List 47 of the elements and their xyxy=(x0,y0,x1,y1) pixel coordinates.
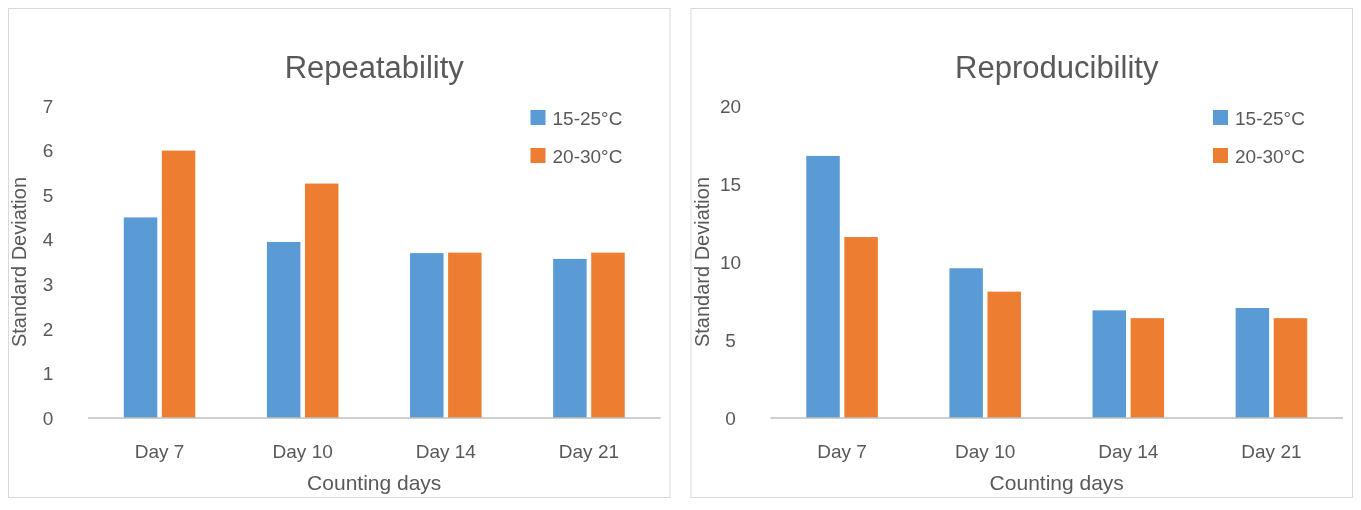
bar xyxy=(1092,310,1127,418)
y-tick-label: 5 xyxy=(42,184,54,206)
y-tick-label: 3 xyxy=(42,273,54,295)
bar xyxy=(123,217,158,418)
bar xyxy=(410,253,444,418)
x-axis-title: Counting days xyxy=(307,471,442,494)
y-tick-label: 15 xyxy=(719,173,742,195)
bar xyxy=(161,150,196,418)
y-tick-label: 6 xyxy=(42,140,54,162)
x-axis-title: Counting days xyxy=(989,471,1124,494)
bar xyxy=(266,241,301,418)
y-tick-label: 5 xyxy=(725,329,736,351)
y-tick-label: 10 xyxy=(719,251,742,273)
bar xyxy=(553,258,587,418)
x-tick-label: Day 21 xyxy=(558,441,620,462)
bar xyxy=(1235,308,1270,418)
bar xyxy=(1130,318,1165,418)
bar xyxy=(949,268,983,418)
y-tick-label: 0 xyxy=(42,407,54,429)
x-tick-label: Day 10 xyxy=(955,441,1016,462)
legend-label: 15-25°C xyxy=(1235,107,1305,129)
x-tick-label: Day 10 xyxy=(272,441,333,462)
bar xyxy=(1273,318,1308,418)
x-tick-label: Day 14 xyxy=(1098,441,1159,462)
y-tick-label: 2 xyxy=(42,318,54,340)
legend-label: 20-30°C xyxy=(1235,145,1305,167)
y-axis-title: Standard Deviation xyxy=(690,176,713,348)
y-axis-title: Standard Deviation xyxy=(8,176,30,348)
x-tick-label: Day 14 xyxy=(415,441,477,462)
bar xyxy=(987,291,1021,418)
chart-title: Reproducibility xyxy=(955,50,1159,85)
bar xyxy=(806,155,840,418)
chart-title: Repeatability xyxy=(284,50,465,85)
y-tick-label: 7 xyxy=(42,95,54,117)
y-tick-label: 0 xyxy=(725,407,736,429)
y-tick-label: 20 xyxy=(719,95,742,117)
bar xyxy=(448,252,482,418)
x-tick-label: Day 7 xyxy=(817,441,867,462)
legend-label: 15-25°C xyxy=(552,107,623,129)
bar xyxy=(304,183,339,418)
x-tick-label: Day 21 xyxy=(1241,441,1302,462)
bar xyxy=(844,237,878,418)
x-tick-label: Day 7 xyxy=(134,441,185,462)
legend-label: 20-30°C xyxy=(552,145,623,167)
y-tick-label: 4 xyxy=(42,229,54,251)
y-tick-label: 1 xyxy=(42,363,54,385)
bar xyxy=(591,252,625,418)
